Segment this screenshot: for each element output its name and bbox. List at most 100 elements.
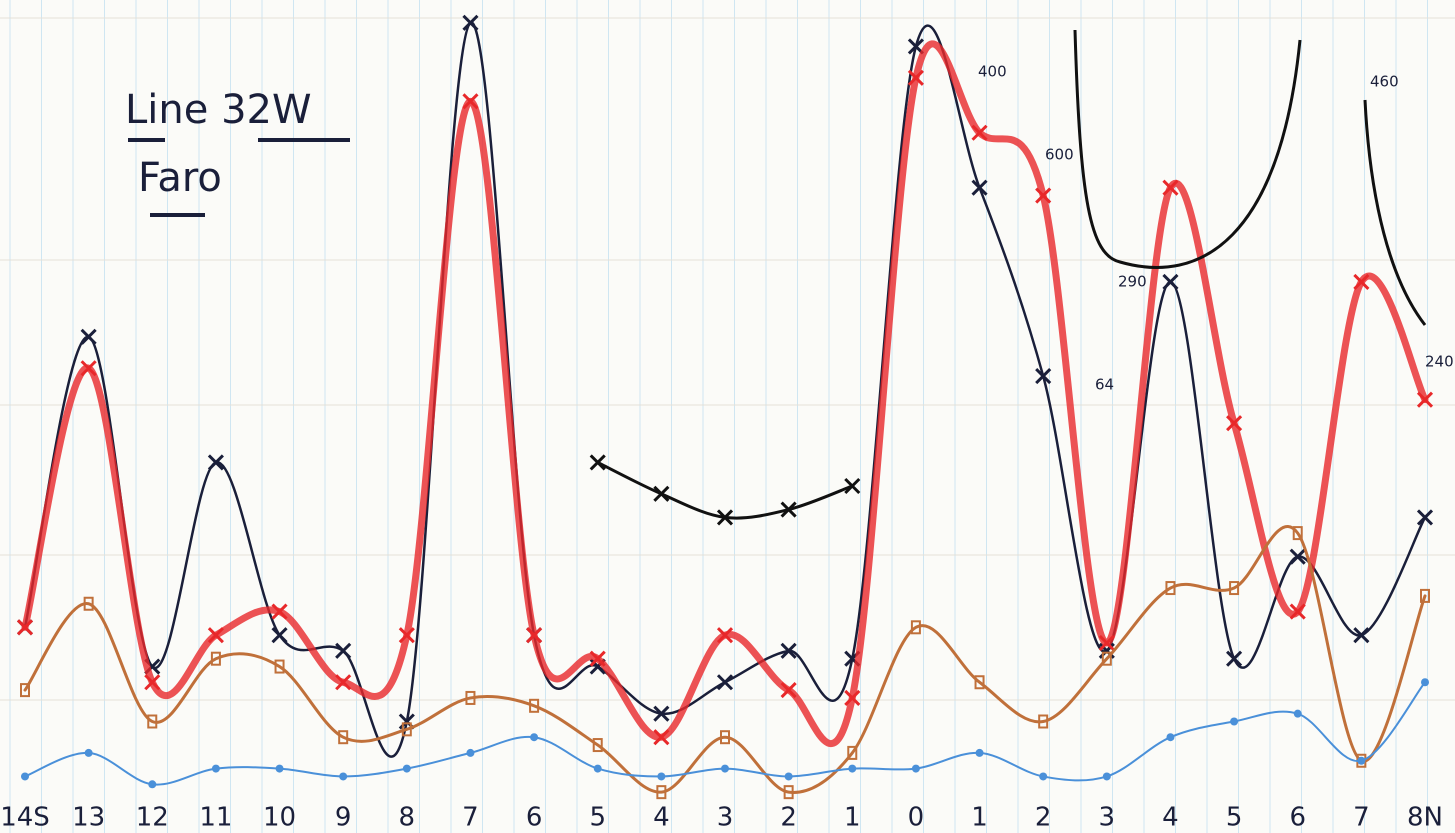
- point-marker: [466, 748, 475, 757]
- point-marker: [21, 772, 29, 781]
- x-tick-label: 14S: [0, 803, 50, 833]
- point-marker: [1229, 581, 1240, 596]
- point-marker: [653, 729, 670, 746]
- x-tick-label: 6: [1289, 803, 1306, 833]
- point-marker: [211, 764, 220, 773]
- chart-title: Line 32W: [125, 87, 312, 133]
- point-marker: [1353, 273, 1370, 290]
- x-tick-label: 4: [653, 803, 670, 833]
- point-marker: [1293, 709, 1302, 718]
- point-marker: [526, 627, 543, 644]
- annotation: 400: [978, 63, 1007, 81]
- point-marker: [210, 651, 221, 666]
- point-marker: [530, 733, 539, 742]
- point-marker: [1420, 588, 1430, 603]
- point-marker: [271, 603, 288, 620]
- x-tick-label: 8N: [1407, 803, 1443, 833]
- point-marker: [1289, 603, 1306, 620]
- point-marker: [402, 764, 411, 773]
- series-line: [21, 40, 1429, 747]
- point-marker: [271, 627, 288, 644]
- series-line: [24, 681, 1426, 786]
- point-marker: [147, 714, 158, 729]
- point-marker: [975, 748, 984, 757]
- x-tick-label: 3: [1099, 803, 1116, 833]
- point-marker: [721, 764, 729, 773]
- point-marker: [1035, 187, 1052, 204]
- x-tick-label: 0: [908, 803, 925, 833]
- point-marker: [592, 738, 603, 753]
- x-tick-label: 2: [1035, 803, 1052, 833]
- point-marker: [653, 485, 670, 502]
- point-marker: [716, 627, 734, 644]
- point-marker: [720, 730, 730, 745]
- point-marker: [1226, 415, 1243, 432]
- point-marker: [716, 509, 734, 526]
- point-marker: [1165, 581, 1176, 596]
- offscale-curve: [1363, 99, 1427, 326]
- point-marker: [1039, 772, 1048, 781]
- x-tick-label: 11: [199, 803, 232, 833]
- point-marker: [1416, 391, 1434, 408]
- x-tick-label: 2: [780, 803, 797, 833]
- x-tick-label: 3: [717, 803, 734, 833]
- x-tick-label: 5: [1226, 803, 1243, 833]
- point-marker: [780, 642, 797, 659]
- x-tick-label: 6: [526, 803, 543, 833]
- annotation: 64: [1095, 376, 1114, 394]
- point-marker: [780, 501, 797, 518]
- point-marker: [1421, 678, 1429, 687]
- point-marker: [80, 328, 97, 345]
- point-marker: [656, 785, 667, 800]
- x-tick-label: 1: [971, 803, 988, 833]
- point-marker: [1353, 627, 1370, 644]
- point-marker: [848, 764, 857, 773]
- point-marker: [911, 764, 920, 773]
- point-marker: [1357, 756, 1366, 765]
- x-tick-label: 8: [399, 803, 416, 833]
- point-marker: [1166, 733, 1175, 742]
- point-marker: [83, 596, 94, 611]
- x-tick-label: 10: [263, 803, 296, 833]
- point-marker: [780, 682, 797, 699]
- x-tick-label: 4: [1162, 803, 1179, 833]
- point-marker: [907, 69, 924, 86]
- annotation: 240: [1425, 353, 1454, 371]
- point-marker: [20, 683, 30, 698]
- x-tick-label: 7: [462, 803, 479, 833]
- point-marker: [589, 454, 606, 471]
- point-marker: [844, 689, 861, 707]
- x-tick-label: 7: [1353, 803, 1370, 833]
- point-marker: [401, 722, 412, 737]
- point-marker: [462, 93, 479, 110]
- point-marker: [974, 675, 985, 690]
- point-marker: [1289, 548, 1306, 565]
- point-marker: [589, 650, 606, 667]
- point-marker: [847, 745, 858, 760]
- point-marker: [144, 674, 161, 691]
- point-marker: [907, 38, 924, 55]
- point-marker: [148, 780, 157, 789]
- chart-subtitle: Faro: [138, 155, 222, 201]
- point-marker: [593, 764, 602, 773]
- point-marker: [783, 785, 794, 800]
- point-marker: [784, 772, 793, 781]
- point-marker: [1162, 273, 1179, 290]
- point-marker: [338, 730, 349, 745]
- x-tick-label: 12: [136, 803, 169, 833]
- x-tick-label: 9: [335, 803, 352, 833]
- point-marker: [1292, 526, 1303, 541]
- point-marker: [84, 748, 93, 757]
- point-marker: [462, 14, 479, 31]
- point-marker: [274, 659, 285, 674]
- point-marker: [398, 627, 415, 644]
- point-marker: [335, 674, 352, 691]
- point-marker: [339, 772, 348, 781]
- point-marker: [844, 477, 861, 495]
- annotation: 290: [1118, 273, 1147, 291]
- point-marker: [1101, 651, 1112, 666]
- point-marker: [529, 698, 540, 713]
- point-marker: [80, 360, 97, 377]
